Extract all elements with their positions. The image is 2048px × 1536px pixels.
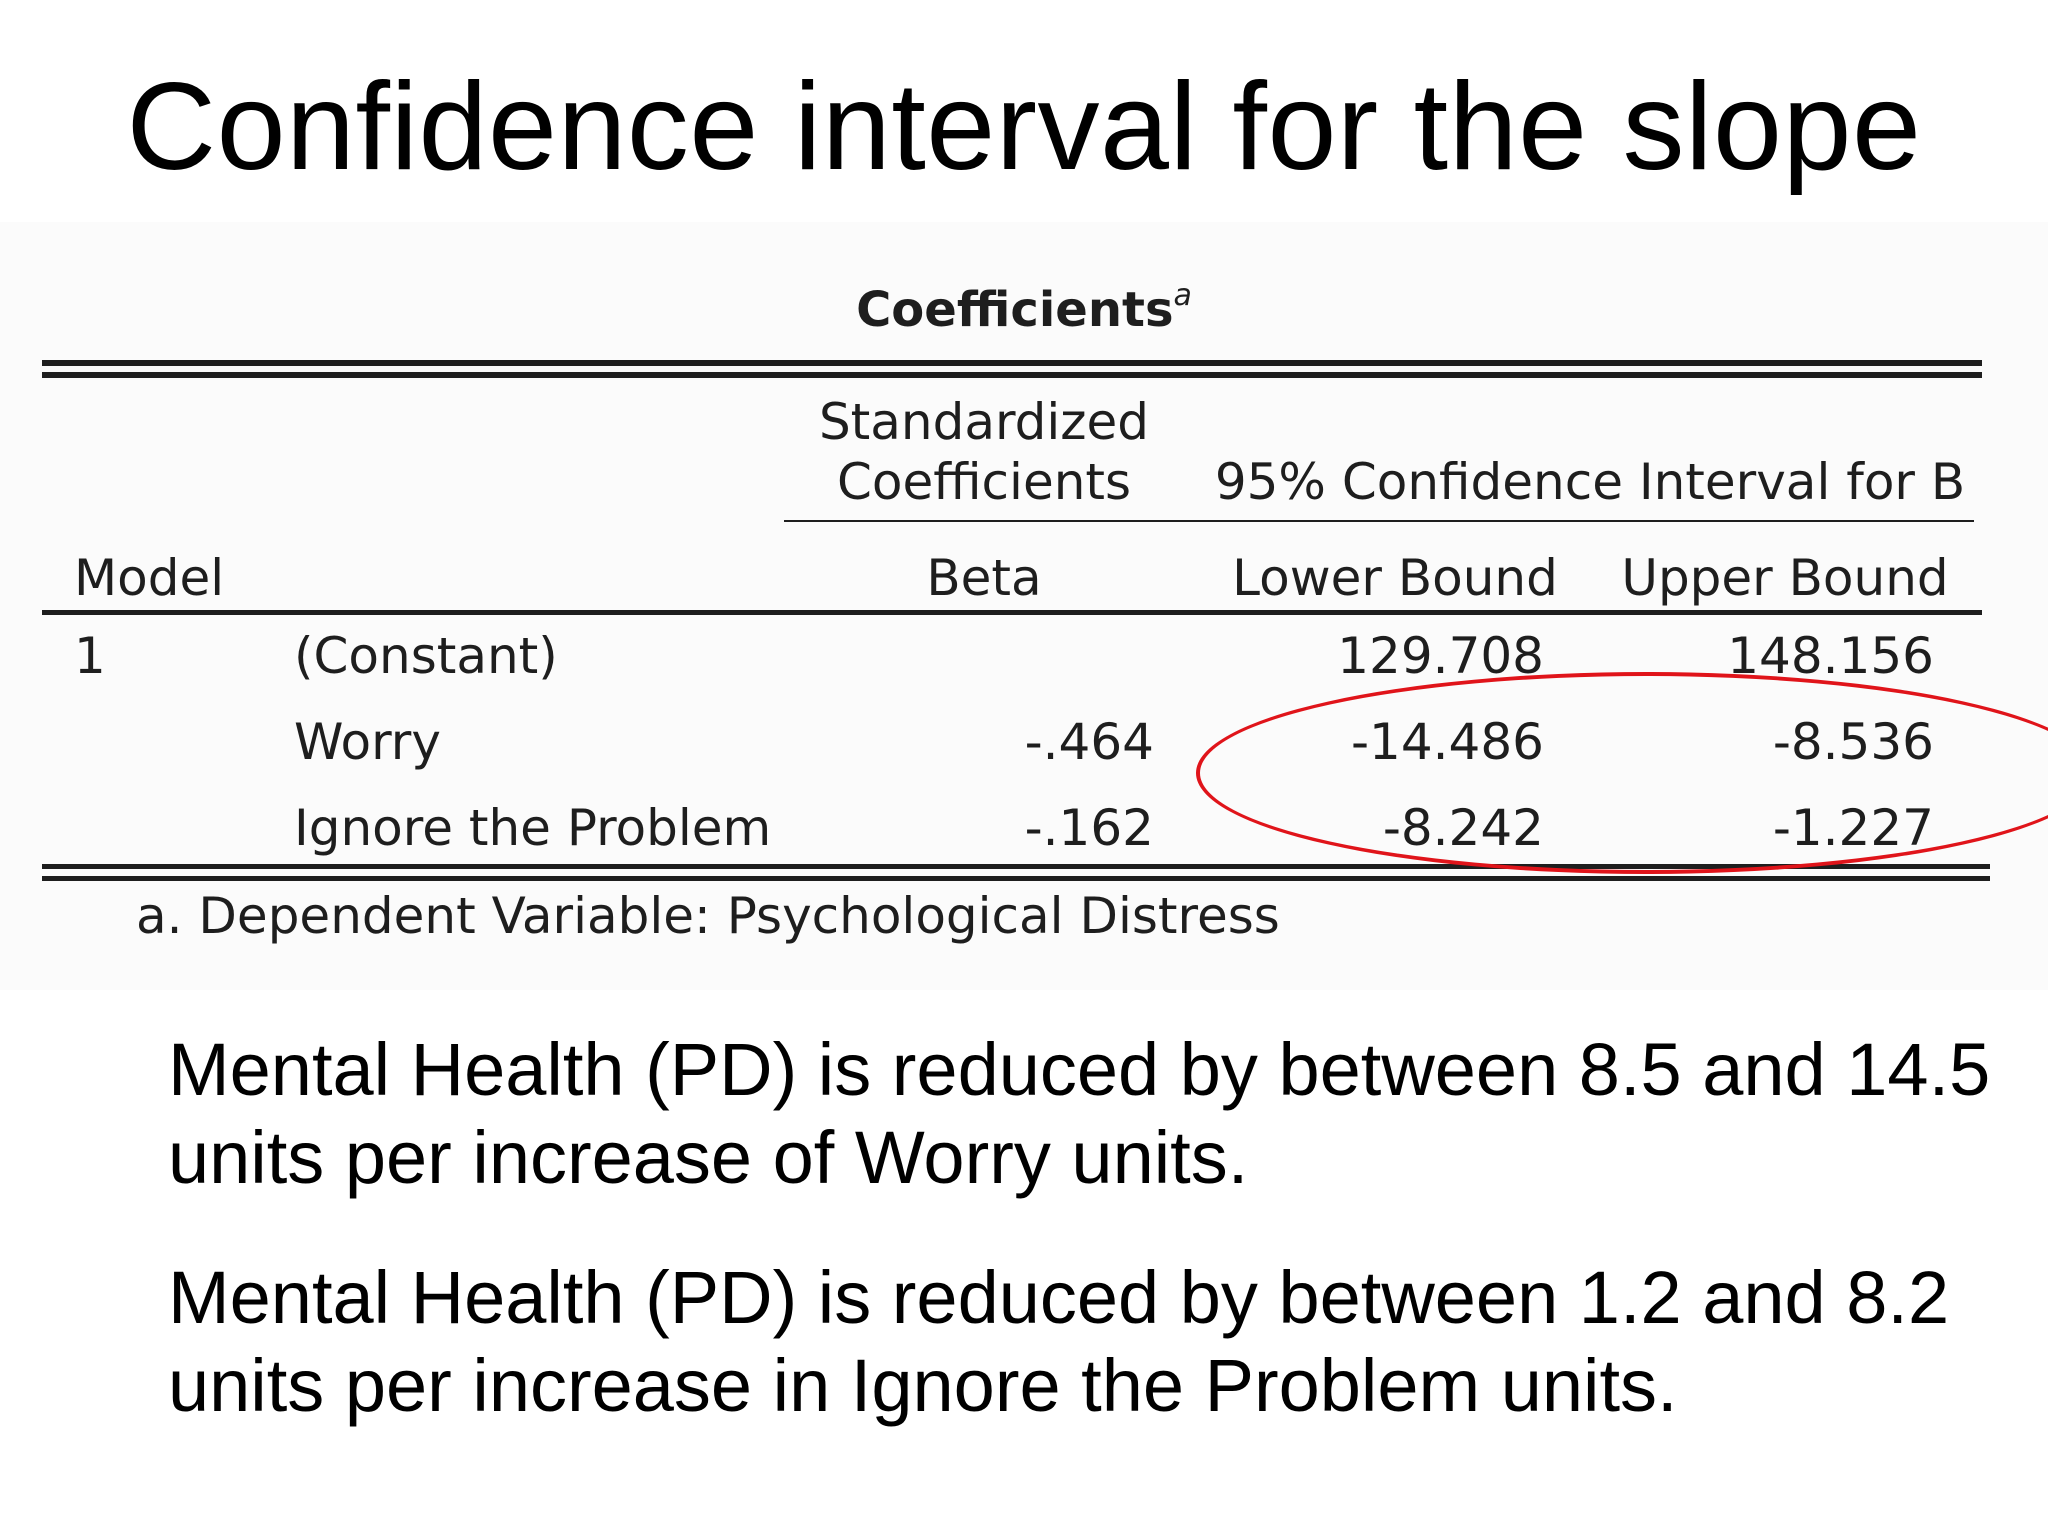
row-worry-label: Worry bbox=[294, 713, 441, 771]
coefficients-table: Coefficientsa Standardized Coefficients … bbox=[0, 222, 2048, 990]
header-standardized-line2: Coefficients bbox=[836, 453, 1132, 511]
row-constant-label: (Constant) bbox=[294, 627, 558, 685]
bullet-ignore: Mental Health (PD) is reduced by between… bbox=[168, 1256, 1950, 1427]
highlight-ellipse bbox=[1196, 672, 2048, 874]
bullet-worry: Mental Health (PD) is reduced by between… bbox=[168, 1028, 1991, 1199]
row-worry-beta: -.464 bbox=[1024, 713, 1154, 771]
row-ignore-label: Ignore the Problem bbox=[294, 799, 772, 857]
slide-title: Confidence interval for the slope bbox=[126, 58, 1922, 196]
table-title-superscript: a bbox=[1173, 278, 1192, 313]
header-upper-bound: Upper Bound bbox=[1621, 549, 1949, 607]
header-beta: Beta bbox=[926, 549, 1042, 607]
header-model: Model bbox=[74, 549, 225, 607]
header-bottom-rule bbox=[42, 610, 1982, 615]
table-bottom-rule bbox=[42, 864, 1990, 869]
table-title: Coefficientsa bbox=[856, 278, 1192, 338]
row-ignore-beta: -.162 bbox=[1024, 799, 1154, 857]
header-lower-bound: Lower Bound bbox=[1232, 549, 1558, 607]
model-number: 1 bbox=[74, 627, 106, 685]
header-group-rule bbox=[784, 520, 1974, 522]
header-confidence-interval: 95% Confidence Interval for B bbox=[1214, 453, 1966, 511]
table-footnote: a. Dependent Variable: Psychological Dis… bbox=[136, 887, 1280, 945]
table-top-rule bbox=[42, 360, 1982, 366]
header-standardized-line1: Standardized bbox=[818, 393, 1150, 451]
table-bottom-rule-2 bbox=[42, 876, 1990, 881]
row-constant-lower: 129.708 bbox=[1337, 627, 1544, 685]
table-top-rule-2 bbox=[42, 372, 1982, 378]
